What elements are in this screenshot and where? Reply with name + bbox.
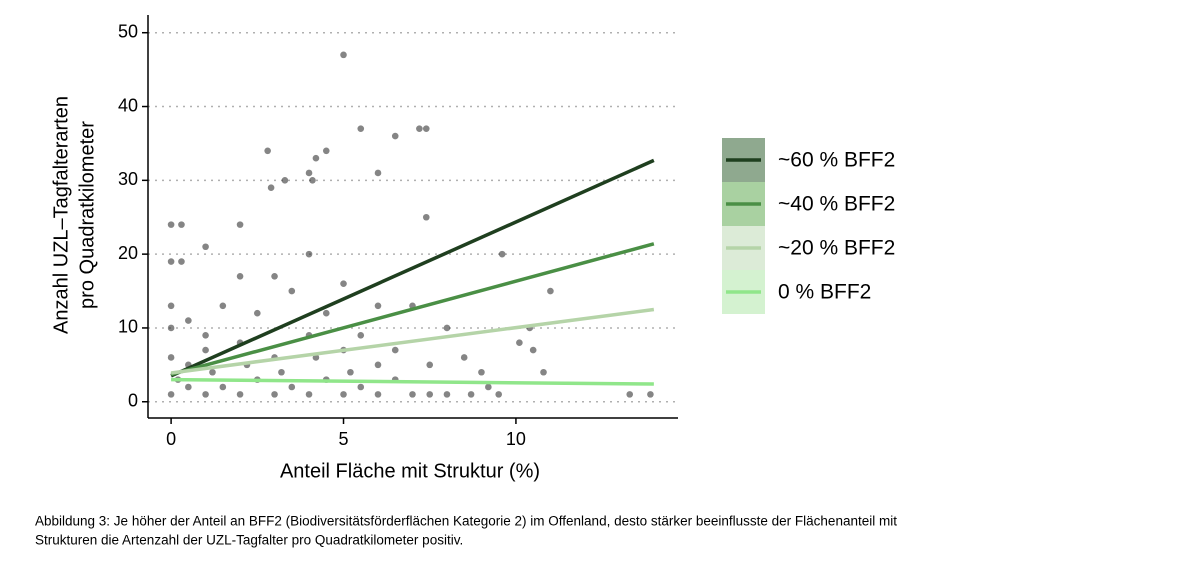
x-tick-label: 10 xyxy=(506,429,526,449)
point xyxy=(647,391,654,398)
point xyxy=(357,383,365,391)
point xyxy=(309,177,316,184)
legend-label: ~20 % BFF2 xyxy=(778,237,895,260)
caption: Strukturen die Artenzahl der UZL-Tagfalt… xyxy=(35,533,463,548)
point xyxy=(391,346,399,354)
point xyxy=(185,383,192,391)
point xyxy=(167,302,175,310)
point xyxy=(426,361,434,369)
point xyxy=(312,154,320,162)
point xyxy=(409,391,416,398)
point xyxy=(416,125,423,132)
point xyxy=(374,391,382,398)
point xyxy=(305,250,313,258)
point xyxy=(391,132,399,140)
point xyxy=(374,169,382,177)
point xyxy=(357,125,365,132)
point xyxy=(264,147,271,155)
y-tick-label: 50 xyxy=(118,21,138,41)
point xyxy=(209,368,216,376)
point xyxy=(178,258,185,265)
point xyxy=(178,221,185,228)
point xyxy=(547,287,554,295)
point xyxy=(288,383,296,391)
point xyxy=(236,221,244,228)
point xyxy=(267,184,275,192)
point xyxy=(167,391,175,398)
point xyxy=(357,332,365,339)
point xyxy=(422,213,430,221)
point xyxy=(374,361,382,369)
legend-label: 0 % BFF2 xyxy=(778,281,871,304)
point xyxy=(467,391,475,398)
point xyxy=(167,221,175,228)
y-tick-label: 20 xyxy=(118,243,138,263)
caption: Abbildung 3: Je höher der Anteil an BFF2… xyxy=(35,514,897,529)
y-tick-label: 0 xyxy=(128,391,138,411)
point xyxy=(485,383,492,391)
y-tick-label: 10 xyxy=(118,317,138,337)
point xyxy=(340,391,347,398)
point xyxy=(443,324,451,332)
point xyxy=(322,309,330,317)
point xyxy=(516,339,523,347)
point xyxy=(167,354,175,361)
point xyxy=(498,250,506,258)
y-tick-label: 30 xyxy=(118,169,138,189)
point xyxy=(478,368,485,376)
point xyxy=(443,391,451,398)
y-axis-title: pro Quadratkilometer xyxy=(76,121,98,309)
point xyxy=(202,332,209,339)
point xyxy=(202,391,209,398)
point xyxy=(254,309,261,317)
trend-line xyxy=(171,377,654,386)
point xyxy=(167,324,175,332)
point xyxy=(185,317,192,324)
x-tick-label: 5 xyxy=(339,429,349,449)
point xyxy=(460,354,468,361)
point xyxy=(495,391,502,398)
point xyxy=(626,391,634,398)
legend-label: ~40 % BFF2 xyxy=(778,193,895,216)
point xyxy=(422,125,430,132)
legend-label: ~60 % BFF2 xyxy=(778,149,895,172)
point xyxy=(236,391,244,398)
point xyxy=(288,287,296,295)
point xyxy=(271,272,278,280)
point xyxy=(281,177,289,184)
point xyxy=(347,368,354,376)
point xyxy=(278,368,285,376)
point xyxy=(202,243,209,251)
point xyxy=(305,169,313,177)
x-axis-title: Anteil Fläche mit Struktur (%) xyxy=(280,460,540,482)
point xyxy=(322,147,330,155)
point xyxy=(540,368,547,376)
y-axis-title: Anzahl UZL–Tagfalterarten xyxy=(50,96,72,334)
point xyxy=(340,280,347,287)
point xyxy=(202,346,209,354)
trend-line xyxy=(170,242,655,377)
trend-line xyxy=(170,158,655,378)
point xyxy=(271,391,278,398)
point xyxy=(374,302,382,310)
trend-line xyxy=(170,307,655,375)
point xyxy=(219,383,227,391)
point xyxy=(340,51,347,59)
point xyxy=(167,258,175,265)
point xyxy=(426,391,434,398)
point xyxy=(305,391,313,398)
point xyxy=(529,346,537,354)
point xyxy=(219,302,227,310)
point xyxy=(236,272,244,280)
y-tick-label: 40 xyxy=(118,95,138,115)
x-tick-label: 0 xyxy=(166,429,176,449)
